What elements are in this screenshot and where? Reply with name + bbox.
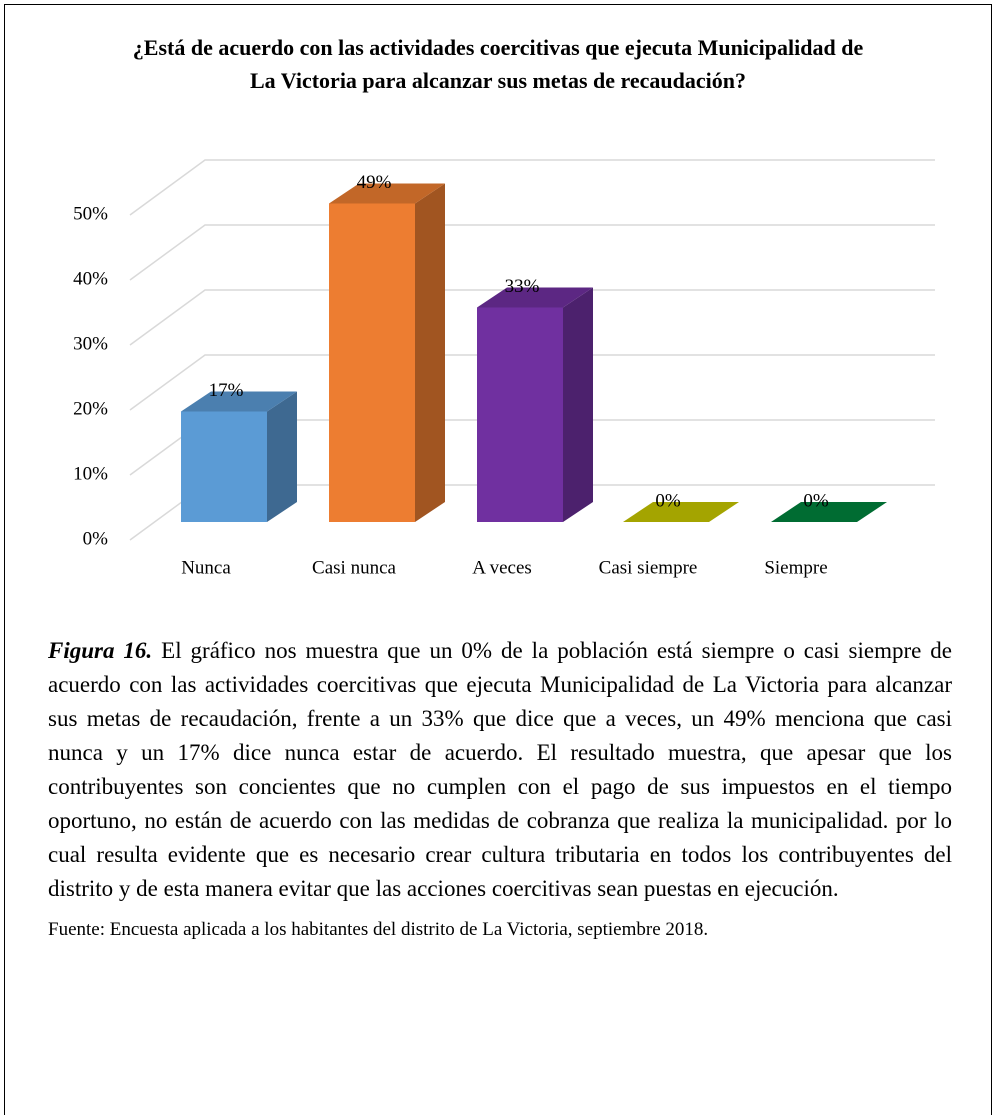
x-tick-label: Casi siempre [599, 557, 698, 578]
y-tick-label: 10% [73, 463, 108, 484]
bar-top [477, 287, 593, 308]
source: Fuente: Encuesta aplicada a los habitant… [48, 919, 709, 940]
bar-side [267, 391, 297, 522]
grid-line [129, 354, 935, 411]
y-tick-label: 30% [73, 333, 108, 354]
bar-front [181, 411, 267, 522]
bar-front [329, 203, 415, 522]
x-tick-label: Nunca [181, 557, 231, 578]
value-label: 0% [655, 490, 681, 511]
value-label: 17% [209, 380, 244, 401]
y-tick-label: 40% [73, 268, 108, 289]
figure-label: Figura 16. [48, 638, 153, 663]
bar-top [329, 183, 445, 204]
chart: 0% 10% 20% 30% 40% 50% Nunca 17% Casi nunca 49% A … [73, 159, 935, 578]
x-tick-label: A veces [472, 557, 532, 578]
chart-title: ¿Está de acuerdo con las actividades coe… [132, 35, 864, 93]
y-tick-label: 20% [73, 398, 108, 419]
x-tick-label: Siempre [764, 557, 827, 578]
caption-text: El gráfico nos muestra que un 0% de la p… [48, 638, 952, 901]
caption: Figura 16. El gráfico nos muestra que un… [48, 634, 952, 906]
bar-side [415, 183, 445, 522]
grid-line [129, 159, 935, 216]
y-tick-label: 50% [73, 203, 108, 224]
bar-front [477, 307, 563, 522]
grid-line [129, 289, 935, 346]
value-label: 0% [803, 490, 829, 511]
bar-top [771, 502, 887, 522]
x-tick-label: Casi nunca [312, 557, 396, 578]
grid-line [129, 224, 935, 281]
value-label: 33% [505, 276, 540, 297]
frame [4, 4, 992, 1115]
value-label: 49% [357, 172, 392, 193]
y-tick-label: 0% [83, 528, 109, 549]
bar-side [563, 287, 593, 522]
bar-top [623, 502, 739, 522]
bar-top [181, 391, 297, 412]
